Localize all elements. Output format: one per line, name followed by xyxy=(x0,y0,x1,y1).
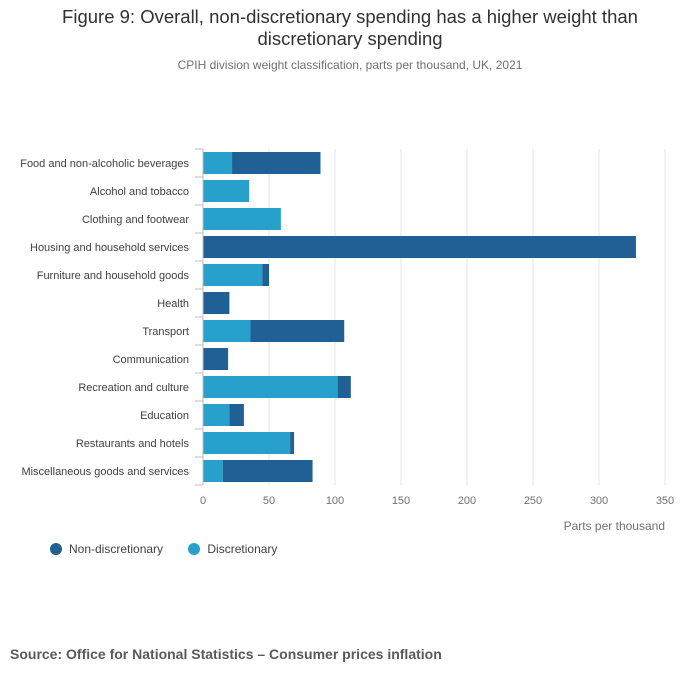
chart-title-line-1: Figure 9: Overall, non-discretionary spe… xyxy=(62,6,638,27)
bar-discretionary-9 xyxy=(203,404,230,426)
category-label-2: Clothing and footwear xyxy=(82,214,189,226)
bar-non-discretionary-4 xyxy=(262,264,269,286)
chart-title-line-2: discretionary spending xyxy=(257,28,443,49)
x-tick-label-0: 0 xyxy=(200,495,206,507)
category-label-8: Recreation and culture xyxy=(78,382,189,394)
x-tick-label-350: 350 xyxy=(656,495,674,507)
bar-discretionary-0 xyxy=(203,152,233,174)
x-tick-label-250: 250 xyxy=(524,495,542,507)
bar-non-discretionary-9 xyxy=(229,404,244,426)
x-tick-label-100: 100 xyxy=(326,495,344,507)
legend-label-non-discretionary: Non-discretionary xyxy=(69,542,164,556)
bar-discretionary-11 xyxy=(203,460,223,482)
bar-discretionary-1 xyxy=(203,180,250,202)
bar-discretionary-4 xyxy=(203,264,263,286)
category-label-11: Miscellaneous goods and services xyxy=(21,466,189,478)
legend-swatch-discretionary xyxy=(188,543,201,555)
bar-chart: 0 50 100 150 200 250 300 350 Parts per thousand F… xyxy=(20,148,674,533)
legend: Non-discretionary Discretionary xyxy=(50,542,299,558)
category-label-10: Restaurants and hotels xyxy=(76,438,190,450)
x-tick-label-50: 50 xyxy=(263,495,275,507)
bar-discretionary-8 xyxy=(203,376,338,398)
legend-item-non-discretionary: Non-discretionary xyxy=(50,542,163,556)
category-label-0: Food and non-alcoholic beverages xyxy=(20,158,189,170)
x-axis-label: Parts per thousand xyxy=(564,519,665,533)
bar-non-discretionary-0 xyxy=(232,152,321,174)
legend-label-discretionary: Discretionary xyxy=(207,542,278,556)
bar-non-discretionary-8 xyxy=(337,376,351,398)
bar-non-discretionary-6 xyxy=(250,320,345,342)
bar-non-discretionary-3 xyxy=(203,236,636,258)
category-label-9: Education xyxy=(140,410,189,422)
x-tick-label-200: 200 xyxy=(458,495,476,507)
category-label-4: Furniture and household goods xyxy=(37,270,190,282)
category-label-7: Communication xyxy=(113,354,189,366)
category-label-3: Housing and household services xyxy=(30,242,189,254)
bar-discretionary-2 xyxy=(203,208,281,230)
bar-discretionary-6 xyxy=(203,320,251,342)
bar-non-discretionary-10 xyxy=(290,432,295,454)
bar-non-discretionary-11 xyxy=(222,460,313,482)
legend-item-discretionary: Discretionary xyxy=(188,542,277,556)
category-label-1: Alcohol and tobacco xyxy=(90,186,189,198)
x-tick-label-150: 150 xyxy=(392,495,410,507)
chart-subtitle: CPIH division weight classification, par… xyxy=(177,58,523,72)
x-tick-label-300: 300 xyxy=(590,495,608,507)
source-note: Source: Office for National Statistics –… xyxy=(10,646,442,662)
bar-discretionary-10 xyxy=(203,432,291,454)
legend-swatch-non-discretionary xyxy=(50,543,62,555)
chart-title: Figure 9: Overall, non-discretionary spe… xyxy=(0,6,700,50)
category-label-5: Health xyxy=(157,298,189,310)
bar-non-discretionary-5 xyxy=(203,292,230,314)
bar-non-discretionary-7 xyxy=(203,348,229,370)
category-label-6: Transport xyxy=(142,326,189,338)
